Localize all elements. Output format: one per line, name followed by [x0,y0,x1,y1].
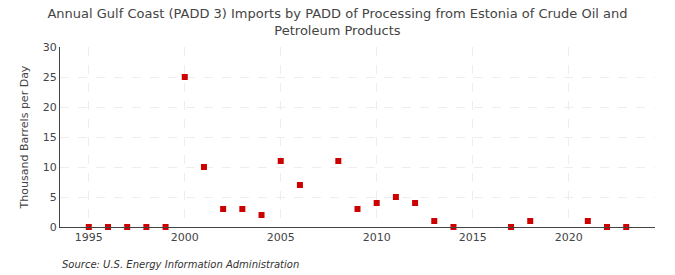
svg-text:Annual Gulf Coast (PADD 3) Imp: Annual Gulf Coast (PADD 3) Imports by PA… [47,6,627,38]
svg-text:2010: 2010 [363,231,391,244]
svg-text:30: 30 [43,41,57,54]
svg-text:Source: U.S. Energy Informatio: Source: U.S. Energy Information Administ… [62,259,299,270]
svg-text:2005: 2005 [267,231,295,244]
svg-text:2020: 2020 [555,231,583,244]
svg-text:0: 0 [50,221,57,234]
svg-text:25: 25 [43,71,57,84]
svg-text:15: 15 [43,131,57,144]
svg-text:2015: 2015 [459,231,487,244]
svg-text:Thousand Barrels per Day: Thousand Barrels per Day [18,65,31,209]
svg-text:2000: 2000 [171,231,199,244]
svg-text:1995: 1995 [75,231,103,244]
svg-text:10: 10 [43,161,57,174]
svg-text:20: 20 [43,101,57,114]
svg-text:5: 5 [50,191,57,204]
